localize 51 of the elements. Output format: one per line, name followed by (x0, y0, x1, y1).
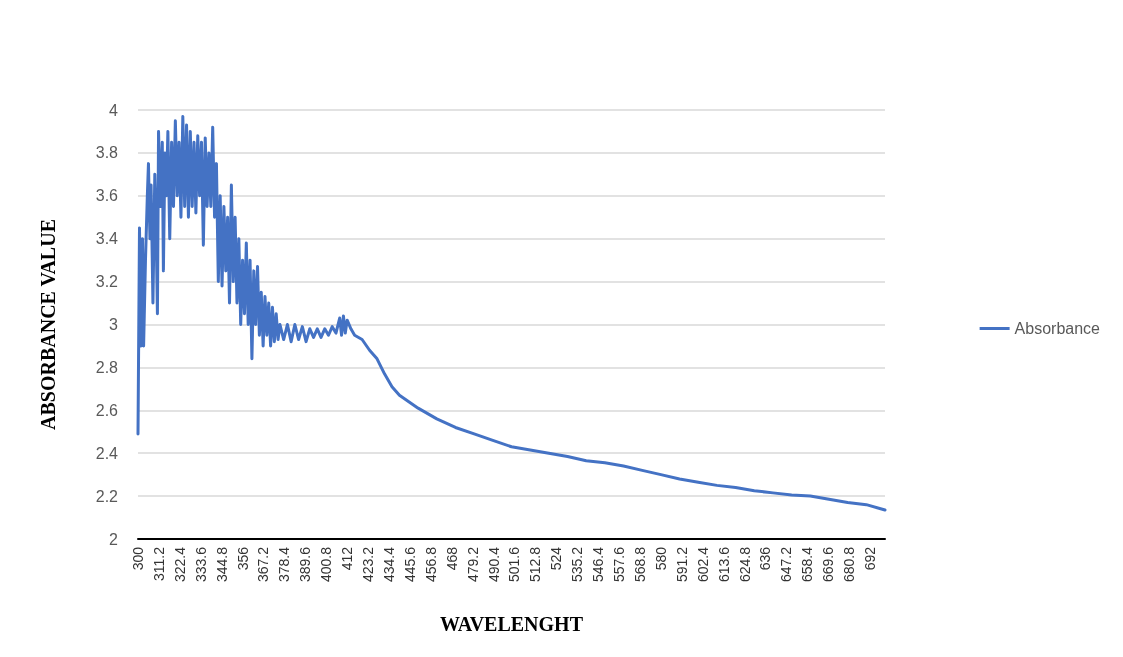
legend-label: Absorbance (1014, 320, 1101, 337)
x-tick-label: 378.4 (276, 546, 293, 583)
x-tick-label: 602.4 (694, 546, 711, 583)
y-tick-label: 3.2 (95, 273, 119, 291)
x-tick-label: 389.6 (297, 546, 314, 583)
x-tick-label: 333.6 (192, 546, 209, 583)
y-tick-label: 2.4 (95, 444, 119, 462)
x-tick-label: 647.2 (778, 546, 795, 583)
x-tick-label: 557.6 (611, 546, 628, 583)
x-tick-label: 501.6 (506, 546, 523, 583)
x-tick-label: 568.8 (631, 546, 648, 583)
x-tick-label: 400.8 (318, 546, 335, 583)
y-tick-label: 4 (109, 101, 119, 119)
x-tick-label: 524 (548, 546, 565, 571)
y-tick-label: 3.4 (95, 230, 119, 248)
x-tick-label: 468 (443, 546, 460, 571)
x-tick-label: 322.4 (171, 546, 188, 583)
x-tick-label: 580 (652, 546, 669, 571)
x-tick-label: 311.2 (150, 546, 167, 581)
y-tick-label: 2 (109, 530, 119, 548)
x-tick-label: 356 (234, 546, 251, 571)
y-tick-label: 2.6 (95, 401, 119, 419)
x-tick-label: 658.4 (799, 546, 816, 583)
y-tick-label: 2.2 (95, 487, 119, 505)
y-axis-title: ABSORBANCE VALUE (37, 219, 59, 430)
x-tick-label: 434.4 (380, 546, 397, 583)
x-tick-label: 669.6 (820, 546, 837, 583)
x-tick-label: 624.8 (736, 546, 753, 583)
y-tick-label: 3.8 (95, 144, 119, 162)
y-tick-label: 3.6 (95, 187, 119, 205)
x-tick-label: 636 (757, 546, 774, 571)
x-tick-label: 479.2 (464, 546, 481, 583)
y-tick-label: 3 (109, 316, 119, 333)
x-tick-label: 546.4 (590, 546, 607, 583)
x-tick-label: 367.2 (255, 546, 272, 583)
x-tick-label: 680.8 (841, 546, 858, 583)
x-tick-label: 591.2 (673, 546, 690, 583)
x-tick-label: 344.8 (213, 546, 230, 583)
x-tick-label: 512.8 (527, 546, 544, 583)
x-tick-label: 535.2 (569, 546, 586, 583)
x-tick-label: 692 (862, 546, 879, 571)
x-tick-label: 456.8 (422, 546, 439, 583)
x-tick-label: 423.2 (360, 546, 377, 583)
x-axis-title: WAVELENGHT (439, 613, 584, 635)
line-series (136, 114, 887, 512)
x-tick-label: 300 (130, 546, 146, 571)
x-tick-label: 412 (339, 546, 356, 571)
x-tick-label: 490.4 (485, 546, 502, 583)
y-tick-label: 2.8 (95, 358, 119, 376)
x-tick-label: 613.6 (715, 546, 732, 583)
x-tick-label: 445.6 (401, 546, 418, 583)
